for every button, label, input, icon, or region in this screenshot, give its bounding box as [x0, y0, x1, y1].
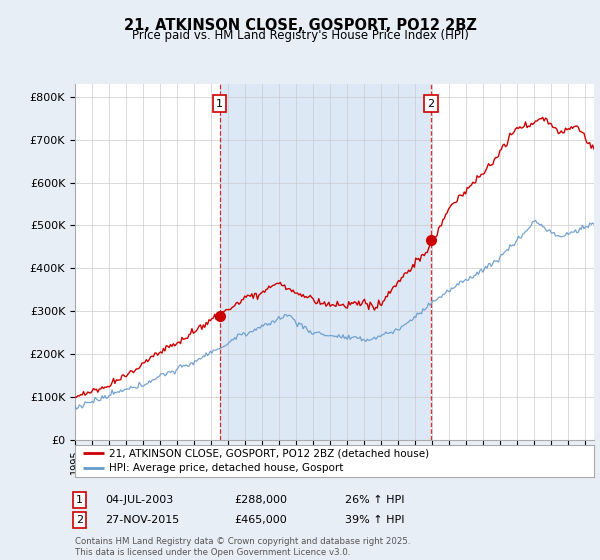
Text: 1: 1 [216, 99, 223, 109]
Text: 1: 1 [76, 495, 83, 505]
Text: £465,000: £465,000 [234, 515, 287, 525]
Text: 27-NOV-2015: 27-NOV-2015 [105, 515, 179, 525]
Text: 21, ATKINSON CLOSE, GOSPORT, PO12 2BZ (detached house): 21, ATKINSON CLOSE, GOSPORT, PO12 2BZ (d… [109, 449, 429, 459]
Text: Contains HM Land Registry data © Crown copyright and database right 2025.: Contains HM Land Registry data © Crown c… [75, 537, 410, 546]
Text: 21, ATKINSON CLOSE, GOSPORT, PO12 2BZ: 21, ATKINSON CLOSE, GOSPORT, PO12 2BZ [124, 18, 476, 33]
Text: 2: 2 [427, 99, 434, 109]
Text: 26% ↑ HPI: 26% ↑ HPI [345, 495, 404, 505]
Text: £288,000: £288,000 [234, 495, 287, 505]
Bar [220, 84, 431, 440]
Text: This data is licensed under the Open Government Licence v3.0.: This data is licensed under the Open Gov… [75, 548, 350, 557]
Text: 2: 2 [76, 515, 83, 525]
Text: 04-JUL-2003: 04-JUL-2003 [105, 495, 173, 505]
Text: HPI: Average price, detached house, Gosport: HPI: Average price, detached house, Gosp… [109, 463, 343, 473]
Text: Price paid vs. HM Land Registry's House Price Index (HPI): Price paid vs. HM Land Registry's House … [131, 29, 469, 42]
Text: 39% ↑ HPI: 39% ↑ HPI [345, 515, 404, 525]
